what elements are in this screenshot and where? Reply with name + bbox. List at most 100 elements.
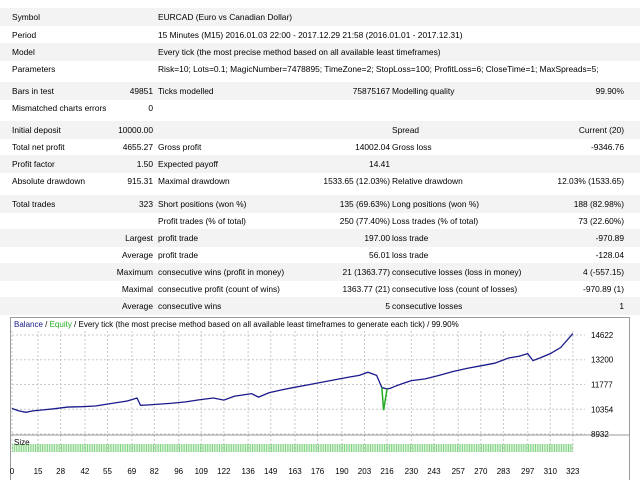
x-tick-layer: 0 15 28 42 55 69 82 96 109 122 136 149 163 176 190 203 2… [10, 467, 580, 476]
x-tick-label: 136 [241, 467, 255, 476]
x-tick-label: 55 [103, 467, 112, 476]
legend-sep: / [43, 320, 50, 329]
row-period: Period 15 Minutes (M15) 2016.01.03 22:00… [0, 26, 640, 44]
row-avg-consecutive: Average consecutive wins 5 consecutive l… [0, 297, 640, 315]
profit-trades-value: 250 (77.40%) [339, 216, 390, 226]
quality-value: 99.90% [595, 86, 624, 96]
x-tick-label: 297 [521, 467, 535, 476]
parameters-label: Parameters [12, 64, 56, 74]
long-positions-label: Long positions (won %) [392, 199, 480, 209]
avg-cons-wins-label: consecutive wins [158, 301, 222, 311]
chart-legend: Balance / Equity / Every tick (the most … [14, 320, 459, 329]
x-tick-label: 109 [195, 467, 209, 476]
chart-border [10, 317, 630, 480]
equity-line [381, 387, 388, 411]
largest-label: Largest [125, 233, 153, 243]
largest-loss-label: loss trade [392, 233, 429, 243]
profit-factor-label: Profit factor [12, 159, 55, 169]
x-tick-label: 15 [34, 467, 43, 476]
average-profit-label: profit trade [158, 250, 199, 260]
row-profit-factor: Profit factor 1.50 Expected payoff 14.41 [0, 155, 640, 173]
profit-factor-value: 1.50 [136, 159, 153, 169]
maximal-cons-profit-value: 1363.77 (21) [342, 284, 391, 294]
maximum-label: Maximum [116, 267, 153, 277]
short-positions-value: 135 (69.63%) [339, 199, 390, 209]
max-cons-wins-label: consecutive wins (profit in money) [158, 267, 285, 277]
size-layer [12, 444, 573, 452]
largest-profit-value: 197.00 [364, 233, 390, 243]
expected-payoff-value: 14.41 [369, 159, 390, 169]
x-tick-label: 0 [10, 467, 15, 476]
net-profit-value: 4655.27 [122, 142, 153, 152]
symbol-label: Symbol [12, 12, 40, 22]
x-tick-label: 28 [56, 467, 65, 476]
total-trades-label: Total trades [12, 199, 56, 209]
period-label: Period [12, 30, 37, 40]
short-positions-label: Short positions (won %) [158, 199, 247, 209]
row-average: Average profit trade 56.01 loss trade -1… [0, 246, 640, 264]
balance-line [11, 333, 574, 413]
line-layer [11, 333, 574, 413]
max-cons-wins-value: 21 (1363.77) [342, 267, 391, 277]
maximal-cons-profit-label: consecutive profit (count of wins) [158, 284, 280, 294]
x-tick-label: 149 [264, 467, 278, 476]
gross-profit-label: Gross profit [158, 142, 202, 152]
initial-deposit-label: Initial deposit [12, 125, 61, 135]
quality-label: Modelling quality [392, 86, 455, 96]
loss-trades-value: 73 (22.60%) [578, 216, 624, 226]
x-tick-label: 257 [452, 467, 466, 476]
bars-label: Bars in test [12, 86, 54, 96]
long-positions-value: 188 (82.98%) [573, 199, 624, 209]
mismatch-value: 0 [148, 103, 153, 113]
max-cons-losses-value: 4 (-557.15) [583, 267, 624, 277]
model-value: Every tick (the most precise method base… [158, 47, 441, 57]
x-tick-label: 69 [127, 467, 136, 476]
expected-payoff-label: Expected payoff [158, 159, 218, 169]
average-profit-value: 56.01 [369, 250, 390, 260]
loss-trades-label: Loss trades (% of total) [392, 216, 479, 226]
net-profit-label: Total net profit [12, 142, 65, 152]
x-tick-label: 163 [288, 467, 302, 476]
size-label: Size [14, 438, 30, 447]
balance-chart-svg: 14622 13200 11777 10354 8932 0 15 28 42 55 69 82 96… [10, 317, 630, 480]
model-label: Model [12, 47, 35, 57]
row-maximum: Maximum consecutive wins (profit in mone… [0, 263, 640, 281]
spread-label: Spread [392, 125, 420, 135]
initial-deposit-value: 10000.00 [118, 125, 153, 135]
x-tick-label: 310 [544, 467, 558, 476]
row-initial-deposit: Initial deposit 10000.00 Spread Current … [0, 121, 640, 139]
largest-profit-label: profit trade [158, 233, 199, 243]
max-drawdown-label: Maximal drawdown [158, 176, 230, 186]
max-cons-losses-label: consecutive losses (loss in money) [392, 267, 522, 277]
average-loss-label: loss trade [392, 250, 429, 260]
row-model: Model Every tick (the most precise metho… [0, 43, 640, 61]
row-parameters: Parameters Risk=10; Lots=0.1; MagicNumbe… [0, 60, 640, 78]
y-tick-label: 10354 [591, 405, 614, 414]
y-tick-label: 11777 [591, 380, 613, 389]
avg-cons-losses-label: consecutive losses [392, 301, 463, 311]
rel-drawdown-value: 12.03% (1533.65) [557, 176, 624, 186]
y-tick-layer: 14622 13200 11777 10354 8932 [591, 331, 614, 439]
row-mismatch: Mismatched charts errors 0 [0, 99, 640, 117]
x-tick-label: 283 [497, 467, 511, 476]
grid-layer [10, 331, 630, 452]
abs-drawdown-label: Absolute drawdown [12, 176, 86, 186]
ticks-value: 75875167 [352, 86, 390, 96]
total-trades-value: 323 [139, 199, 153, 209]
profit-trades-label: Profit trades (% of total) [158, 216, 246, 226]
row-total-trades: Total trades 323 Short positions (won %)… [0, 195, 640, 213]
average-label: Average [121, 250, 153, 260]
bars-value: 49851 [129, 86, 153, 96]
x-tick-label: 216 [380, 467, 394, 476]
avg-label: Average [121, 301, 153, 311]
y-tick-label: 13200 [591, 356, 614, 365]
row-maximal: Maximal consecutive profit (count of win… [0, 280, 640, 298]
largest-loss-value: -970.89 [595, 233, 624, 243]
legend-equity: Equity [50, 320, 72, 329]
abs-drawdown-value: 915.31 [127, 176, 153, 186]
balance-chart: 14622 13200 11777 10354 8932 0 15 28 42 55 69 82 96… [10, 317, 630, 480]
row-largest: Largest profit trade 197.00 loss trade -… [0, 229, 640, 247]
mismatch-label: Mismatched charts errors [12, 103, 107, 113]
symbol-value: EURCAD (Euro vs Canadian Dollar) [158, 12, 293, 22]
x-tick-label: 243 [427, 467, 441, 476]
